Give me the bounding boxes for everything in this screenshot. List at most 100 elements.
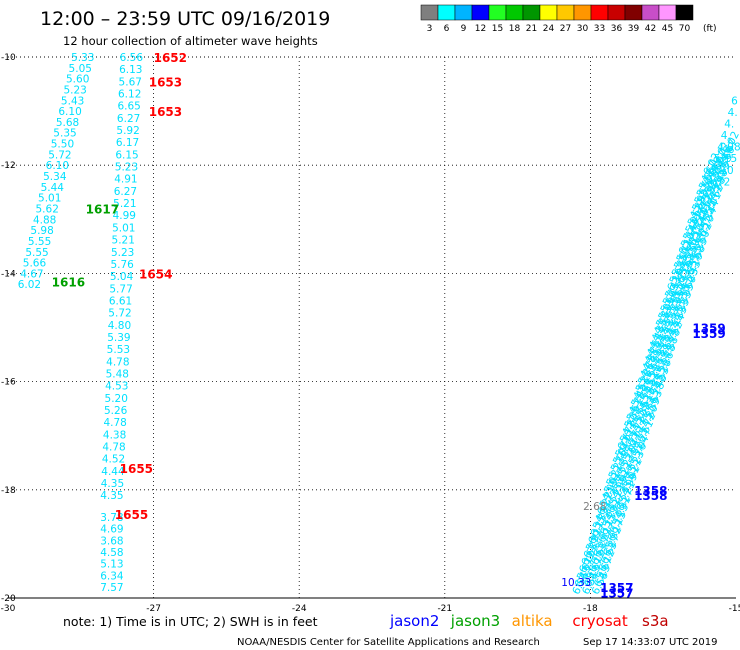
time-label: 1655 <box>120 462 153 476</box>
colorbar-tick-label: 15 <box>492 24 503 34</box>
colorbar-tick-label: 3 <box>427 24 433 34</box>
swh-value-label: 5.23 <box>115 162 138 174</box>
swh-value-label: 5.33 <box>71 52 94 64</box>
swh-value-label: 3.68 <box>100 535 123 547</box>
colorbar-tick-label: 70 <box>679 24 691 34</box>
colorbar-swatch <box>539 4 558 21</box>
colorbar-tick-label: 6 <box>444 24 450 34</box>
time-label: 1616 <box>52 276 85 290</box>
colorbar-tick-label: 24 <box>543 24 555 34</box>
swh-value-label: 4.78 <box>103 417 126 429</box>
swh-value-label: 5.05 <box>69 63 92 75</box>
swh-value-label: 4.78 <box>106 356 129 368</box>
swh-value-label: 5.21 <box>113 198 136 210</box>
swh-value-label: 10.33 <box>561 577 591 589</box>
swh-value-label: 5.60 <box>66 74 89 86</box>
swh-value-label: 6 <box>731 95 738 107</box>
swh-value-label: 5.72 <box>108 308 131 320</box>
swh-value-label: 5.76 <box>110 259 134 271</box>
swh-value-label: 4.52 <box>102 454 125 466</box>
colorbar-swatch <box>505 4 524 21</box>
time-label: 1655 <box>115 508 148 522</box>
swh-value-label: 5.20 <box>105 393 128 405</box>
plot-grid <box>8 56 736 599</box>
x-tick-label: -21 <box>437 604 452 614</box>
time-label: 1359 <box>692 322 725 336</box>
swh-value-label: 4. <box>724 118 734 130</box>
colorbar-swatch <box>420 4 439 21</box>
time-label: 1617 <box>86 202 119 216</box>
data-marks: 5.335.055.605.235.436.105.685.355.505.72… <box>18 51 740 601</box>
colorbar-swatch <box>658 4 677 21</box>
swh-value-label: 5.62 <box>36 203 59 215</box>
time-label: 1357 <box>600 581 633 595</box>
colorbar-tick-label: 39 <box>628 24 640 34</box>
swh-value-label: 5.10 <box>710 165 733 177</box>
swh-value-label: 2.68 <box>583 501 606 513</box>
swh-value-label: 4. <box>721 130 731 142</box>
swh-value-label: 5.98 <box>30 225 53 237</box>
swh-value-label: 6.17 <box>116 137 139 149</box>
time-label: 1358 <box>634 484 667 498</box>
colorbar-swatch <box>488 4 507 21</box>
swh-value-label: 4.67 <box>20 268 43 280</box>
x-tick-label: -15 <box>729 604 740 614</box>
swh-value-label: 5.23 <box>63 84 86 96</box>
swh-value-label: 5.55 <box>28 236 51 248</box>
swh-value-label: 5.34 <box>43 171 67 183</box>
x-tick-label: -18 <box>583 604 598 614</box>
swh-value-label: 4.80 <box>108 320 131 332</box>
swh-value-label: 5.44 <box>41 182 65 194</box>
plot-axes: -30 -27 -24 -21 -18 -15 -10 -12 -14 -16 -18 -20 <box>1 53 740 614</box>
time-label: 1357 <box>600 587 633 601</box>
swh-value-label: 6.12 <box>118 89 141 101</box>
satellite-legend-jason2: jason2 <box>389 612 439 630</box>
swh-value-label: 5.72 <box>48 149 71 161</box>
y-tick-label: -20 <box>1 594 16 604</box>
swh-value-label: 5.77 <box>109 283 132 295</box>
swh-value-label: 5.23 <box>111 247 134 259</box>
x-tick-label: -27 <box>146 604 161 614</box>
swh-value-label: 6.15 <box>115 149 138 161</box>
time-label: 1653 <box>149 75 182 89</box>
swh-value-label: 5.55 <box>25 247 48 259</box>
chart-subtitle: 12 hour collection of altimeter wave hei… <box>63 34 318 48</box>
colorbar-tick-label: 18 <box>509 24 521 34</box>
time-label: 1653 <box>149 105 182 119</box>
swh-value-label: 6.10 <box>46 160 69 172</box>
swh-value-label: 4.35 <box>100 490 123 502</box>
colorbar-tick-label: 36 <box>611 24 623 34</box>
chart-title: 12:00 – 23:59 UTC 09/16/2019 <box>40 8 330 30</box>
swh-value-label: 5.01 <box>112 222 135 234</box>
swh-value-label: 6.27 <box>117 113 140 125</box>
satellite-legend: jason2 jason3 altika cryosat s3a <box>389 612 669 630</box>
colorbar-swatch <box>556 4 575 21</box>
swh-value-label: 5.50 <box>51 139 74 151</box>
y-tick-label: -12 <box>1 161 16 171</box>
y-tick-label: -16 <box>1 378 16 388</box>
swh-value-label: 6.13 <box>119 64 142 76</box>
swh-value-label: 6.61 <box>109 295 132 307</box>
colorbar-tick-label: 30 <box>577 24 589 34</box>
swh-value-label: 4.69 <box>100 524 123 536</box>
colorbar-swatch <box>454 4 473 21</box>
swh-value-label: 4.91 <box>114 174 137 186</box>
swh-value-label: 5.53 <box>107 344 130 356</box>
swh-value-label: 5.39 <box>107 332 130 344</box>
colorbar-tick-label: 12 <box>475 24 486 34</box>
swh-value-label: 4.88 <box>33 214 56 226</box>
satellite-legend-cryosat: cryosat <box>572 612 627 630</box>
time-label: 1359 <box>692 327 725 341</box>
satellite-legend-jason3: jason3 <box>450 612 500 630</box>
y-tick-label: -10 <box>1 53 16 63</box>
y-tick-label: -14 <box>1 269 16 279</box>
colorbar-swatch <box>522 4 541 21</box>
colorbar-tick-label: 27 <box>560 24 571 34</box>
colorbar-tick-label: 9 <box>461 24 467 34</box>
swh-value-label: 4.98 <box>717 142 740 154</box>
swh-value-label: 6.02 <box>18 279 41 291</box>
time-label: 1652 <box>154 51 187 65</box>
swh-value-label: 5.13 <box>100 559 123 571</box>
swh-value-label: 6.27 <box>114 186 137 198</box>
swh-value-label: 4.72 <box>707 176 730 188</box>
